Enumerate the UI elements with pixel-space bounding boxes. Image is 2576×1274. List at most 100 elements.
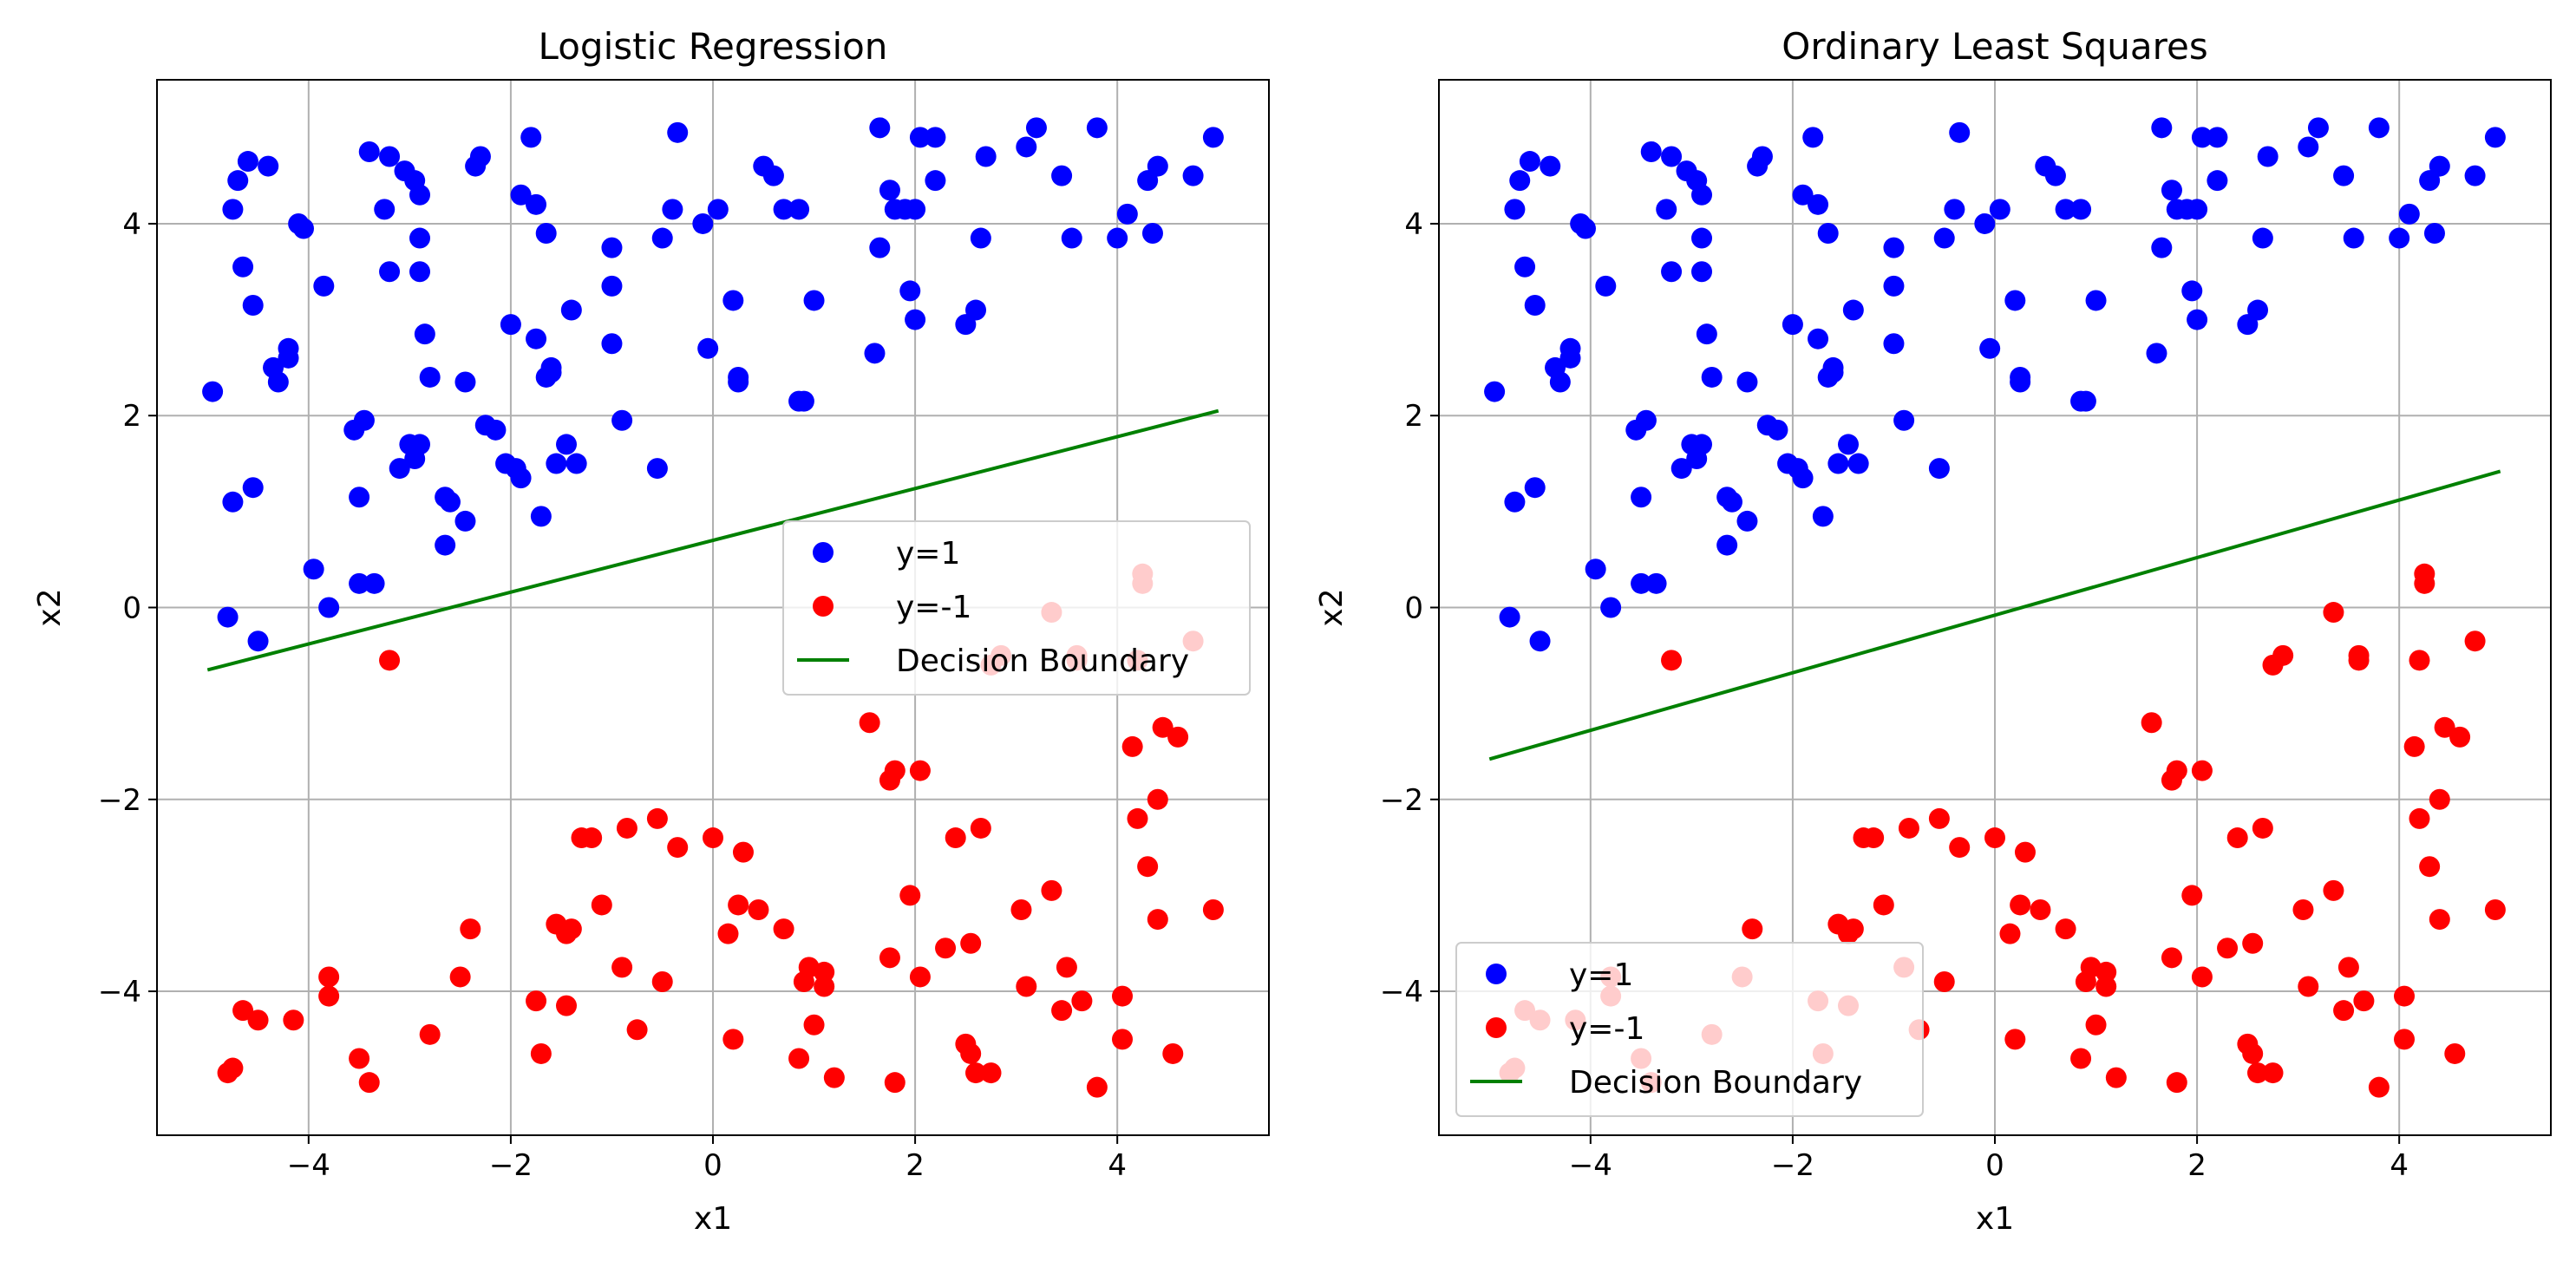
legend-label: Decision Boundary [896,644,1189,679]
point-y-pos [1701,366,1723,388]
point-y-pos [526,328,547,350]
point-y-pos [1812,506,1834,527]
point-y-neg [1928,807,1950,829]
point-y-pos [1691,434,1713,455]
point-y-pos [1147,155,1168,177]
point-y-neg [626,1019,648,1041]
point-y-pos [646,458,668,480]
point-y-pos [692,212,714,234]
point-y-neg [616,817,637,839]
point-y-pos [409,227,431,249]
point-y-neg [232,1000,254,1022]
point-y-neg [1949,837,1971,859]
point-y-neg [667,837,689,859]
point-y-pos [1822,362,1844,383]
point-y-pos [773,199,794,220]
point-y-neg [2394,1029,2416,1050]
point-y-neg [318,985,340,1007]
point-y-neg [2161,947,2182,969]
point-y-neg [2394,985,2416,1007]
point-y-pos [970,227,991,249]
point-y-pos [2257,146,2279,167]
axes-spine [156,79,1270,1136]
point-y-pos [510,184,532,206]
y-tick-label: 0 [122,591,141,626]
point-y-pos [237,151,258,173]
point-y-neg [1051,1000,1073,1022]
point-y-pos [1559,337,1581,359]
point-y-pos [1847,453,1869,474]
point-y-pos [500,314,521,336]
point-y-pos [526,193,547,215]
point-y-neg [419,1023,441,1045]
point-y-neg [2409,807,2430,829]
legend-label: y=1 [896,536,960,572]
point-y-pos [1974,212,1996,234]
point-y-neg [2429,909,2450,931]
legend-box [1455,942,1924,1117]
x-tick-label: 0 [703,1148,722,1183]
point-y-pos [1061,227,1082,249]
point-y-neg [2055,918,2076,940]
point-y-pos [2343,227,2364,249]
point-y-neg [646,807,668,829]
x-tick-label: −4 [1569,1148,1612,1183]
point-y-pos [419,366,441,388]
point-y-neg [935,938,957,959]
point-y-pos [2307,117,2329,139]
point-y-pos [1696,323,1717,345]
point-y-pos [1645,572,1667,594]
point-y-neg [2247,1062,2269,1084]
point-y-pos [2419,170,2441,192]
point-y-neg [1933,970,1955,992]
chart-title: Logistic Regression [539,25,888,68]
point-y-neg [748,899,769,921]
point-y-neg [358,1072,380,1094]
legend-marker-swatch [813,542,834,563]
point-y-pos [1767,419,1788,441]
point-y-neg [1147,909,1168,931]
x-tick-label: −4 [287,1148,330,1183]
point-y-neg [2429,788,2450,810]
point-y-neg [909,760,931,781]
y-tick-label: 4 [122,207,141,242]
x-tick-label: 4 [1108,1148,1127,1183]
point-y-pos [1600,597,1622,618]
axes-spine [1438,79,2552,1136]
point-y-pos [925,170,946,192]
point-y-neg [2191,760,2213,781]
point-y-neg [560,918,582,940]
point-y-pos [2085,290,2107,311]
point-y-neg [2419,856,2441,878]
point-y-pos [1842,299,1864,321]
data-marks [202,117,1224,1098]
y-tick-label: 2 [1404,399,1423,434]
point-y-pos [1499,606,1520,628]
point-y-pos [258,155,279,177]
point-y-pos [313,275,335,297]
point-y-pos [2161,180,2182,201]
point-y-pos [1514,256,1536,278]
point-y-neg [530,1042,552,1064]
y-tick-label: 4 [1404,207,1423,242]
point-y-pos [2298,136,2319,158]
y-tick-label: −2 [98,783,141,818]
legend-box [782,520,1251,696]
point-y-pos [1736,371,1758,393]
point-y-pos [1585,559,1606,580]
point-y-neg [2464,630,2486,652]
point-y-pos [803,290,825,311]
point-y-neg [2292,899,2314,921]
point-y-pos [485,419,507,441]
point-y-neg [803,1014,825,1036]
point-y-pos [601,333,623,355]
point-y-neg [581,827,603,849]
point-y-pos [1691,184,1713,206]
point-y-pos [2389,227,2410,249]
point-y-pos [1540,155,1561,177]
point-y-pos [469,146,491,167]
point-y-pos [1025,117,1047,139]
point-y-pos [1549,371,1571,393]
point-y-pos [349,572,370,594]
